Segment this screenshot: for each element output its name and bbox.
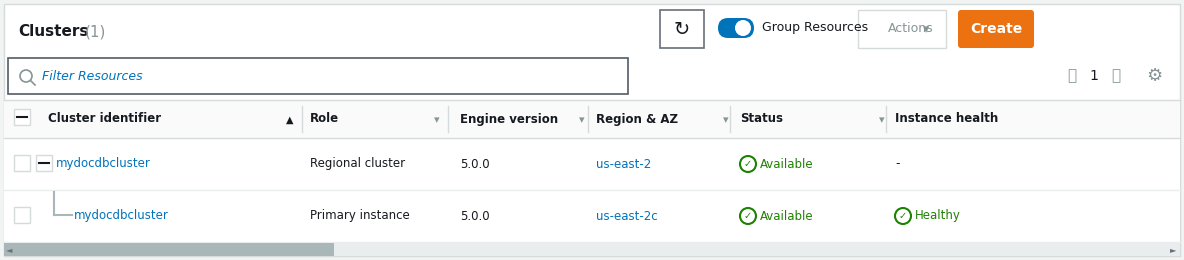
Text: Region & AZ: Region & AZ xyxy=(596,113,678,126)
Bar xyxy=(4,243,334,256)
Text: ✓: ✓ xyxy=(744,211,752,222)
Bar xyxy=(14,207,30,223)
Text: mydocdbcluster: mydocdbcluster xyxy=(56,158,150,171)
Bar xyxy=(8,58,628,94)
FancyBboxPatch shape xyxy=(958,10,1034,48)
Circle shape xyxy=(740,156,757,172)
Bar xyxy=(659,10,704,48)
Text: ◄: ◄ xyxy=(6,245,13,254)
Bar xyxy=(14,109,30,125)
Text: 〈: 〈 xyxy=(1068,68,1076,83)
Text: -: - xyxy=(895,158,900,171)
Bar xyxy=(36,155,52,171)
Text: ✓: ✓ xyxy=(899,211,907,222)
Text: 5.0.0: 5.0.0 xyxy=(461,210,490,223)
Text: (1): (1) xyxy=(85,24,107,40)
Text: Group Resources: Group Resources xyxy=(762,22,868,35)
Text: ↻: ↻ xyxy=(674,21,690,40)
Bar xyxy=(4,100,1180,138)
Text: ►: ► xyxy=(1170,245,1176,254)
Text: Available: Available xyxy=(760,158,813,171)
Text: Regional cluster: Regional cluster xyxy=(310,158,405,171)
Text: ✓: ✓ xyxy=(744,159,752,170)
Text: Instance health: Instance health xyxy=(895,113,998,126)
Text: ⚙: ⚙ xyxy=(1146,67,1162,85)
FancyBboxPatch shape xyxy=(718,18,754,38)
Text: Actions: Actions xyxy=(888,23,934,36)
Text: ▾: ▾ xyxy=(723,115,729,125)
Text: Status: Status xyxy=(740,113,783,126)
Text: ▾: ▾ xyxy=(579,115,585,125)
Text: Clusters: Clusters xyxy=(18,24,89,40)
Text: ▾: ▾ xyxy=(880,115,884,125)
Bar xyxy=(4,190,1180,242)
Text: Available: Available xyxy=(760,210,813,223)
Circle shape xyxy=(735,20,751,36)
Circle shape xyxy=(895,208,910,224)
Text: ▾: ▾ xyxy=(922,23,929,36)
Text: 5.0.0: 5.0.0 xyxy=(461,158,490,171)
Text: us-east-2: us-east-2 xyxy=(596,158,651,171)
Bar xyxy=(4,243,1180,256)
Text: Engine version: Engine version xyxy=(461,113,558,126)
Text: mydocdbcluster: mydocdbcluster xyxy=(73,210,169,223)
Text: Healthy: Healthy xyxy=(915,210,961,223)
Text: Primary instance: Primary instance xyxy=(310,210,410,223)
Text: Create: Create xyxy=(970,22,1022,36)
Text: Cluster identifier: Cluster identifier xyxy=(49,113,161,126)
Text: us-east-2c: us-east-2c xyxy=(596,210,657,223)
Bar xyxy=(4,138,1180,190)
Bar xyxy=(858,10,946,48)
Text: 1: 1 xyxy=(1089,69,1099,83)
Circle shape xyxy=(740,208,757,224)
Text: ▲: ▲ xyxy=(287,115,294,125)
Text: Filter Resources: Filter Resources xyxy=(41,69,142,82)
Text: Role: Role xyxy=(310,113,339,126)
Text: ▾: ▾ xyxy=(435,115,439,125)
Bar xyxy=(14,155,30,171)
Text: 〉: 〉 xyxy=(1112,68,1120,83)
